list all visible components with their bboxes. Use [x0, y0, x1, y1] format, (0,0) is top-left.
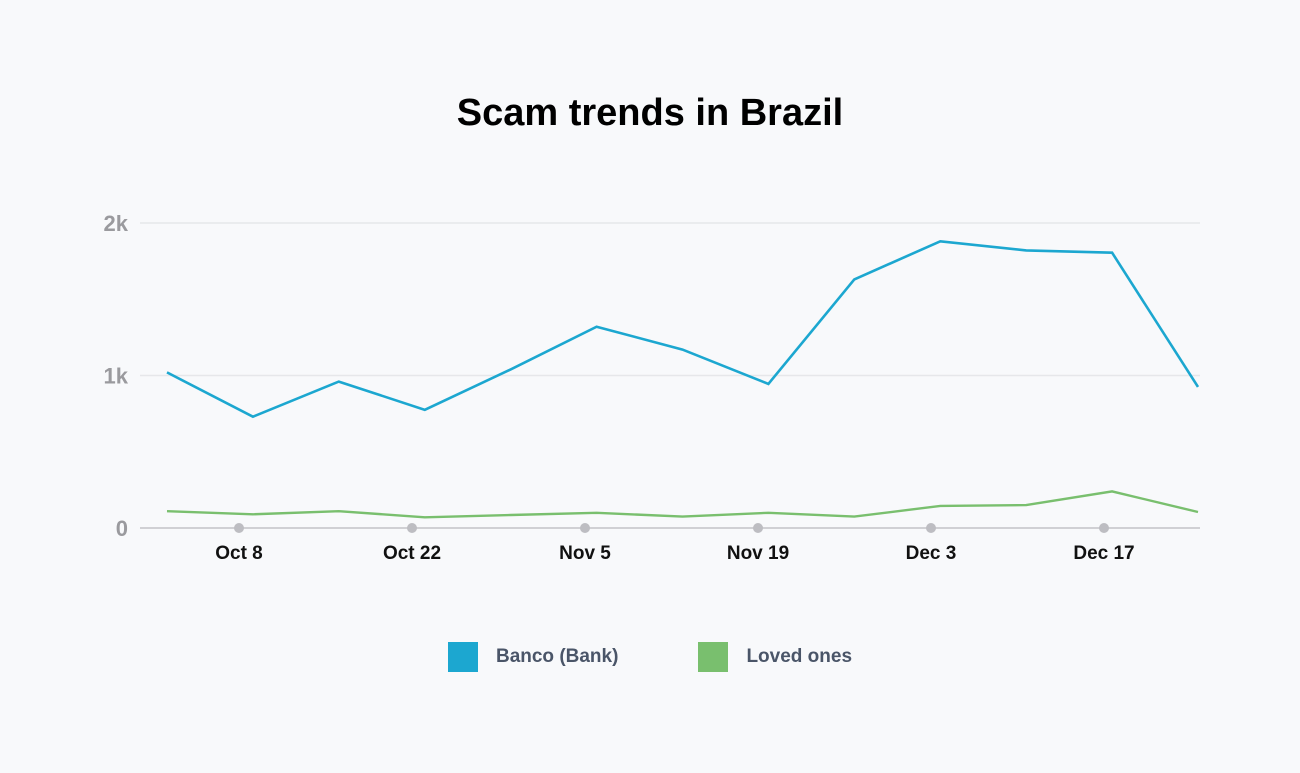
y-tick-label: 2k: [104, 211, 129, 236]
x-tick-label: Dec 17: [1073, 543, 1134, 564]
legend: Banco (Bank) Loved ones: [0, 642, 1300, 672]
legend-label: Banco (Bank): [495, 646, 619, 667]
x-tick-dot: [580, 523, 590, 533]
y-tick-label: 0: [116, 516, 128, 541]
x-tick-dot: [1099, 523, 1109, 533]
bank-swatch-icon: [447, 642, 478, 672]
legend-label: Loved ones: [746, 646, 853, 667]
x-tick-dot: [234, 523, 244, 533]
line-chart: 0 1k 2k Oct 8 Oct 22 Nov 5 Nov 19 Dec 3 Dec 17: [104, 211, 1200, 564]
x-tick-label: Oct 22: [383, 543, 441, 564]
legend-item-bank[interactable]: Banco (Bank): [447, 642, 619, 672]
legend-item-loved-ones[interactable]: Loved ones: [698, 642, 852, 672]
chart-title: Scam trends in Brazil: [456, 92, 844, 134]
x-tick-label: Nov 5: [559, 543, 611, 564]
bank-series-line: [166, 239, 1200, 419]
x-tick-label: Dec 3: [906, 543, 957, 564]
loved-ones-swatch-icon: [698, 642, 729, 672]
y-axis-ticks: 0 1k 2k: [104, 211, 129, 541]
x-axis-ticks: Oct 8 Oct 22 Nov 5 Nov 19 Dec 3 Dec 17: [215, 523, 1135, 564]
loved-ones-series-line: [166, 490, 1199, 519]
x-tick-label: Oct 8: [215, 543, 263, 564]
y-tick-label: 1k: [104, 364, 129, 389]
series-lines: [166, 239, 1200, 519]
x-tick-dot: [407, 523, 417, 533]
x-tick-dot: [926, 523, 936, 533]
grid-lines: [140, 222, 1200, 529]
x-tick-dot: [753, 523, 763, 533]
x-tick-label: Nov 19: [727, 543, 789, 564]
